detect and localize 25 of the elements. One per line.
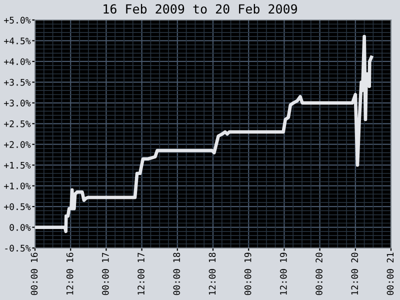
chart-title: 16 Feb 2009 to 20 Feb 2009: [104, 4, 297, 14]
y-tick-label: +1.5%: [4, 162, 31, 169]
x-tick-label: 00:00 18: [173, 252, 180, 296]
y-tick-label: +4.0%: [4, 58, 31, 66]
y-tick-label: +4.5%: [4, 38, 31, 44]
x-tick-label: 00:00 20: [316, 252, 322, 296]
x-tick-label: 00:00 19: [244, 252, 252, 296]
x-tick-label: 12:00 17: [138, 252, 144, 295]
y-tick-label: -0.5%: [5, 244, 31, 252]
x-tick-label: 00:00 16: [30, 252, 38, 296]
y-tick-label: +2.5%: [4, 120, 31, 128]
y-tick-label: +1.0%: [4, 182, 31, 190]
y-tick-label: 0.0%: [10, 224, 31, 231]
x-tick-label: 12:00 19: [280, 252, 287, 295]
x-tick-label: 12:00 18: [208, 252, 216, 295]
x-tick-label: 12:00 20: [351, 252, 358, 295]
y-tick-label: +0.5%: [4, 203, 31, 210]
line-series: [35, 34, 374, 234]
y-tick-label: +2.0%: [4, 141, 31, 148]
y-tick-label: +3.5%: [4, 78, 31, 86]
x-tick-label: 00:00 17: [102, 252, 109, 296]
y-tick-label: +3.0%: [4, 100, 31, 106]
y-tick-label: +5.0%: [4, 16, 31, 24]
x-tick-label: 12:00 16: [66, 252, 74, 295]
x-tick-label: 00:00 21: [386, 252, 394, 296]
